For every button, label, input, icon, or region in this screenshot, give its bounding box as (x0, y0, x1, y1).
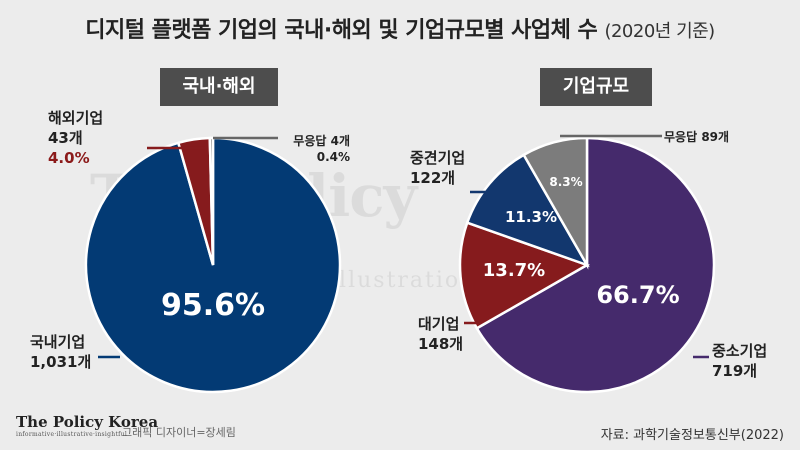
sme-label: 중소기업 719개 (712, 341, 767, 381)
large-name: 대기업 (418, 315, 460, 333)
noresp-left-name: 무응답 (293, 134, 327, 148)
watermark-small-text: illustratio (330, 268, 461, 293)
domestic-label: 국내기업 1,031개 (30, 332, 91, 372)
foreign-pct: 4.0% (48, 149, 90, 167)
left-chart-badge: 국내·해외 (160, 68, 278, 106)
noresp-left-count: 4개 (330, 134, 350, 148)
pie-label-1-midsize: 11.3% (505, 208, 557, 226)
title-sub: (2020년 기준) (604, 21, 715, 42)
pie-slice-0-noresp (208, 136, 215, 266)
brand-tagline: informative·illustrative·insightful (16, 431, 128, 438)
pie-slice-1-noresp (522, 136, 589, 270)
midsize-count: 122개 (410, 169, 456, 187)
foreign-name: 해외기업 (48, 109, 104, 127)
pie-label-1-large: 13.7% (483, 260, 545, 281)
designer-credit: 그래픽 디자이너=장세림 (122, 426, 236, 439)
midsize-name: 중견기업 (410, 149, 466, 167)
sme-name: 중소기업 (712, 342, 768, 360)
pie-label-0-domestic: 95.6% (161, 288, 265, 323)
noresp-left-pct: 0.4% (316, 150, 350, 164)
sme-count: 719개 (712, 362, 758, 380)
domestic-name: 국내기업 (30, 333, 86, 351)
chart-title: 디지털 플랫폼 기업의 국내·해외 및 기업규모별 사업체 수 (2020년 기… (0, 12, 800, 44)
pie-slice-1-sme (475, 136, 716, 394)
noresp-left-label: 무응답 4개 0.4% (276, 133, 350, 165)
noresp-right-name: 무응답 (664, 130, 698, 144)
large-label: 대기업 148개 (418, 314, 463, 354)
right-chart-badge: 기업규모 (540, 68, 652, 106)
pie-label-1-sme: 66.7% (596, 281, 679, 309)
foreign-label: 해외기업 43개 4.0% (48, 108, 103, 168)
title-main: 디지털 플랫폼 기업의 국내·해외 및 기업규모별 사업체 수 (85, 18, 598, 43)
domestic-count: 1,031개 (30, 353, 92, 371)
midsize-label: 중견기업 122개 (410, 148, 465, 188)
brand-logo: The Policy Korea (16, 413, 159, 431)
source-note: 자료: 과학기술정보통신부(2022) (600, 428, 784, 443)
noresp-right-label: 무응답 89개 (664, 129, 729, 145)
pie-slice-1-midsize (465, 153, 590, 268)
large-count: 148개 (418, 335, 464, 353)
noresp-right-count: 89개 (701, 130, 730, 144)
foreign-count: 43개 (48, 129, 83, 147)
pie-label-1-noresp: 8.3% (549, 175, 582, 189)
